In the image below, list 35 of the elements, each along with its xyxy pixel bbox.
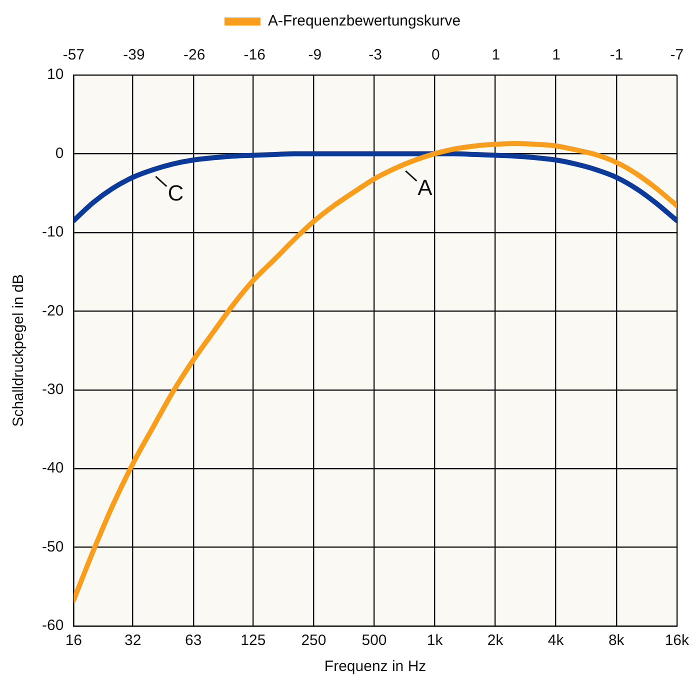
y-tick-label: -10 — [42, 224, 64, 241]
text: -1 — [610, 46, 624, 64]
y-tick-label: -30 — [42, 381, 64, 398]
x-tick-label: 250 — [301, 632, 326, 650]
text: -16 — [244, 46, 266, 64]
text: -57 — [62, 46, 85, 64]
x-tick-label: 63 — [185, 632, 202, 650]
x-tick-label: 16k — [664, 632, 690, 650]
annotation: C — [168, 180, 184, 206]
x-tick-label: 16 — [65, 632, 82, 650]
text: -7 — [670, 46, 684, 64]
x-tick-label: 125 — [240, 632, 266, 650]
x-tick-label: 500 — [362, 632, 387, 650]
y-tick-label: 10 — [46, 66, 64, 84]
text: 0 — [431, 46, 440, 64]
x-tick-label: 32 — [124, 632, 142, 650]
y-tick-label: -20 — [42, 302, 64, 320]
x-tick-label: 4k — [548, 632, 564, 650]
x-tick-label: 8k — [608, 632, 625, 650]
x-tick-label: 1k — [426, 632, 444, 650]
legend-label: A-Frequenzbewertungskurve — [268, 12, 461, 30]
x-tick-label: 2k — [487, 632, 504, 650]
annotation: A — [418, 174, 433, 200]
text: -39 — [123, 46, 145, 64]
text: -3 — [368, 46, 382, 64]
y-tick-label: -60 — [42, 617, 64, 634]
text: -26 — [183, 46, 206, 64]
text: -9 — [308, 46, 322, 64]
y-tick-label: -40 — [42, 460, 64, 477]
y-tick-label: -50 — [42, 538, 64, 556]
text: 1 — [492, 46, 500, 64]
x-axis-title: Frequenz in Hz — [324, 658, 426, 676]
text: 1 — [552, 46, 560, 64]
y-axis-title: Schalldruckpegel in dB — [10, 274, 28, 427]
y-tick-label: 0 — [55, 144, 64, 162]
